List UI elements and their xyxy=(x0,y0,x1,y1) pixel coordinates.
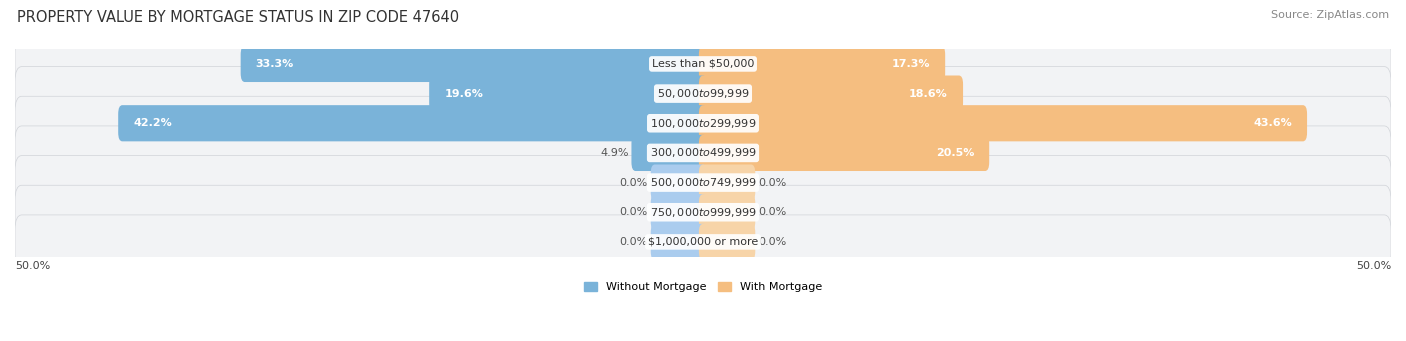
Text: Less than $50,000: Less than $50,000 xyxy=(652,59,754,69)
Text: 0.0%: 0.0% xyxy=(620,207,648,217)
Text: PROPERTY VALUE BY MORTGAGE STATUS IN ZIP CODE 47640: PROPERTY VALUE BY MORTGAGE STATUS IN ZIP… xyxy=(17,10,458,25)
Text: $1,000,000 or more: $1,000,000 or more xyxy=(648,237,758,247)
Text: 42.2%: 42.2% xyxy=(134,118,172,128)
FancyBboxPatch shape xyxy=(699,194,755,230)
FancyBboxPatch shape xyxy=(699,224,755,260)
Text: $500,000 to $749,999: $500,000 to $749,999 xyxy=(650,176,756,189)
Text: 20.5%: 20.5% xyxy=(936,148,974,158)
Text: $750,000 to $999,999: $750,000 to $999,999 xyxy=(650,206,756,219)
FancyBboxPatch shape xyxy=(699,46,945,82)
FancyBboxPatch shape xyxy=(15,215,1391,269)
Text: $50,000 to $99,999: $50,000 to $99,999 xyxy=(657,87,749,100)
Text: $300,000 to $499,999: $300,000 to $499,999 xyxy=(650,146,756,160)
Legend: Without Mortgage, With Mortgage: Without Mortgage, With Mortgage xyxy=(579,278,827,297)
FancyBboxPatch shape xyxy=(118,105,707,142)
Text: Source: ZipAtlas.com: Source: ZipAtlas.com xyxy=(1271,10,1389,20)
Text: 0.0%: 0.0% xyxy=(620,178,648,188)
Text: 0.0%: 0.0% xyxy=(620,237,648,247)
Text: $100,000 to $299,999: $100,000 to $299,999 xyxy=(650,117,756,130)
Text: 50.0%: 50.0% xyxy=(1355,261,1391,271)
FancyBboxPatch shape xyxy=(15,126,1391,180)
FancyBboxPatch shape xyxy=(699,105,1308,142)
Text: 0.0%: 0.0% xyxy=(758,178,786,188)
FancyBboxPatch shape xyxy=(651,194,707,230)
Text: 0.0%: 0.0% xyxy=(758,207,786,217)
FancyBboxPatch shape xyxy=(240,46,707,82)
Text: 19.6%: 19.6% xyxy=(444,89,484,99)
FancyBboxPatch shape xyxy=(699,75,963,112)
Text: 33.3%: 33.3% xyxy=(256,59,294,69)
Text: 4.9%: 4.9% xyxy=(600,148,628,158)
FancyBboxPatch shape xyxy=(15,155,1391,210)
FancyBboxPatch shape xyxy=(15,37,1391,91)
FancyBboxPatch shape xyxy=(15,185,1391,239)
FancyBboxPatch shape xyxy=(651,164,707,201)
FancyBboxPatch shape xyxy=(15,66,1391,121)
FancyBboxPatch shape xyxy=(651,224,707,260)
FancyBboxPatch shape xyxy=(631,135,707,171)
Text: 18.6%: 18.6% xyxy=(910,89,948,99)
FancyBboxPatch shape xyxy=(429,75,707,112)
Text: 17.3%: 17.3% xyxy=(891,59,929,69)
Text: 0.0%: 0.0% xyxy=(758,237,786,247)
Text: 43.6%: 43.6% xyxy=(1253,118,1292,128)
FancyBboxPatch shape xyxy=(15,96,1391,150)
FancyBboxPatch shape xyxy=(699,135,990,171)
FancyBboxPatch shape xyxy=(699,164,755,201)
Text: 50.0%: 50.0% xyxy=(15,261,51,271)
